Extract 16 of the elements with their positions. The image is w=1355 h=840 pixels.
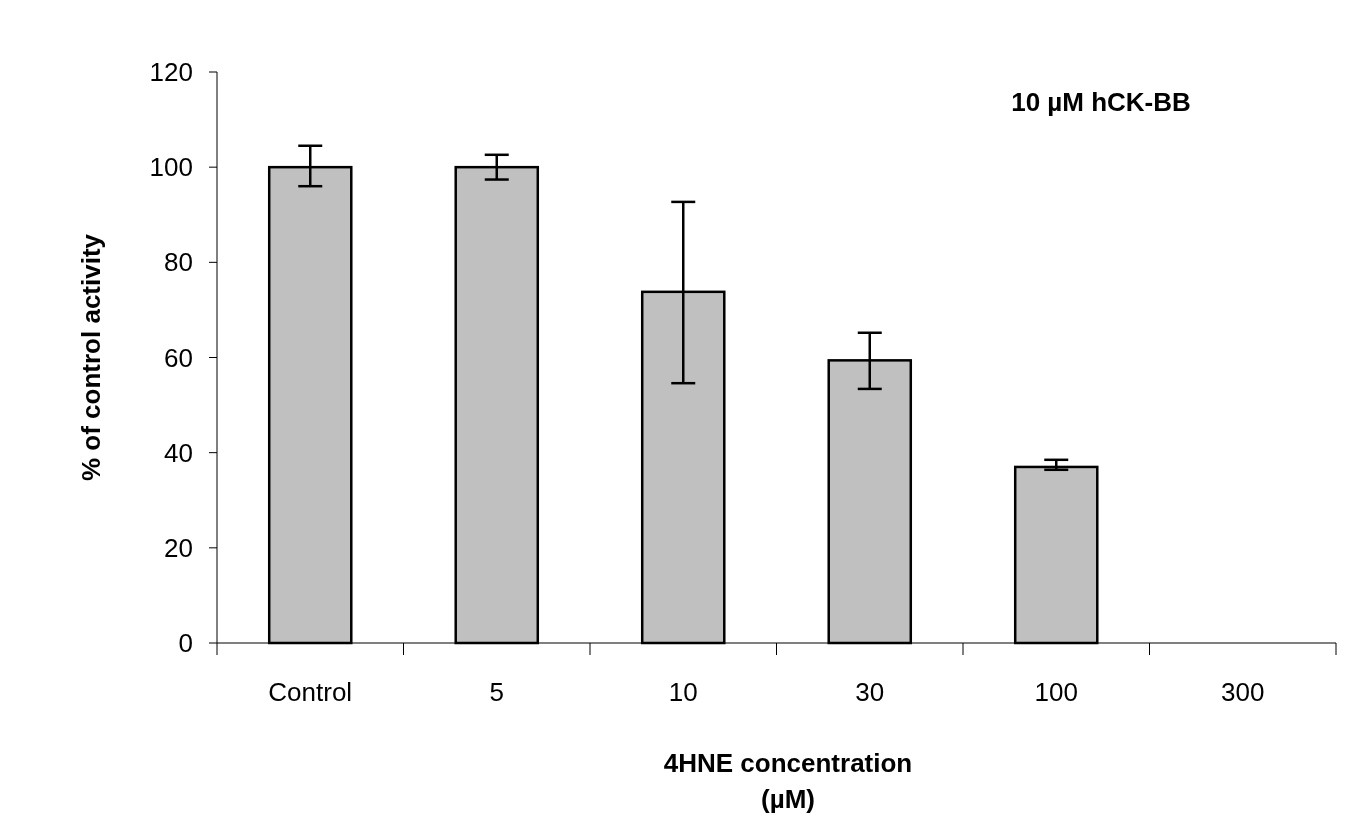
y-tick-label: 100 [149,152,193,183]
text: 10 µM hCK-BB [1011,87,1191,117]
x-tick-label: 10 [668,677,698,707]
y-tick-label: 80 [164,247,193,278]
y-axis-title: % of control activity [76,233,106,482]
y-tick-label: 20 [164,532,193,563]
x-tick-label: 100 [1034,677,1078,707]
y-tick-label: 60 [164,342,193,373]
x-tick-label: 300 [1221,677,1265,707]
y-tick-label: 0 [178,628,193,659]
x-axis-title: 4HNE concentration (µM) [663,748,913,814]
y-tick-label: 40 [164,437,193,468]
y-tick-label: 120 [149,57,193,88]
x-tick-label: Control [268,677,353,707]
x-tick-label: 5 [489,677,504,707]
x-tick-label: 30 [855,677,885,707]
